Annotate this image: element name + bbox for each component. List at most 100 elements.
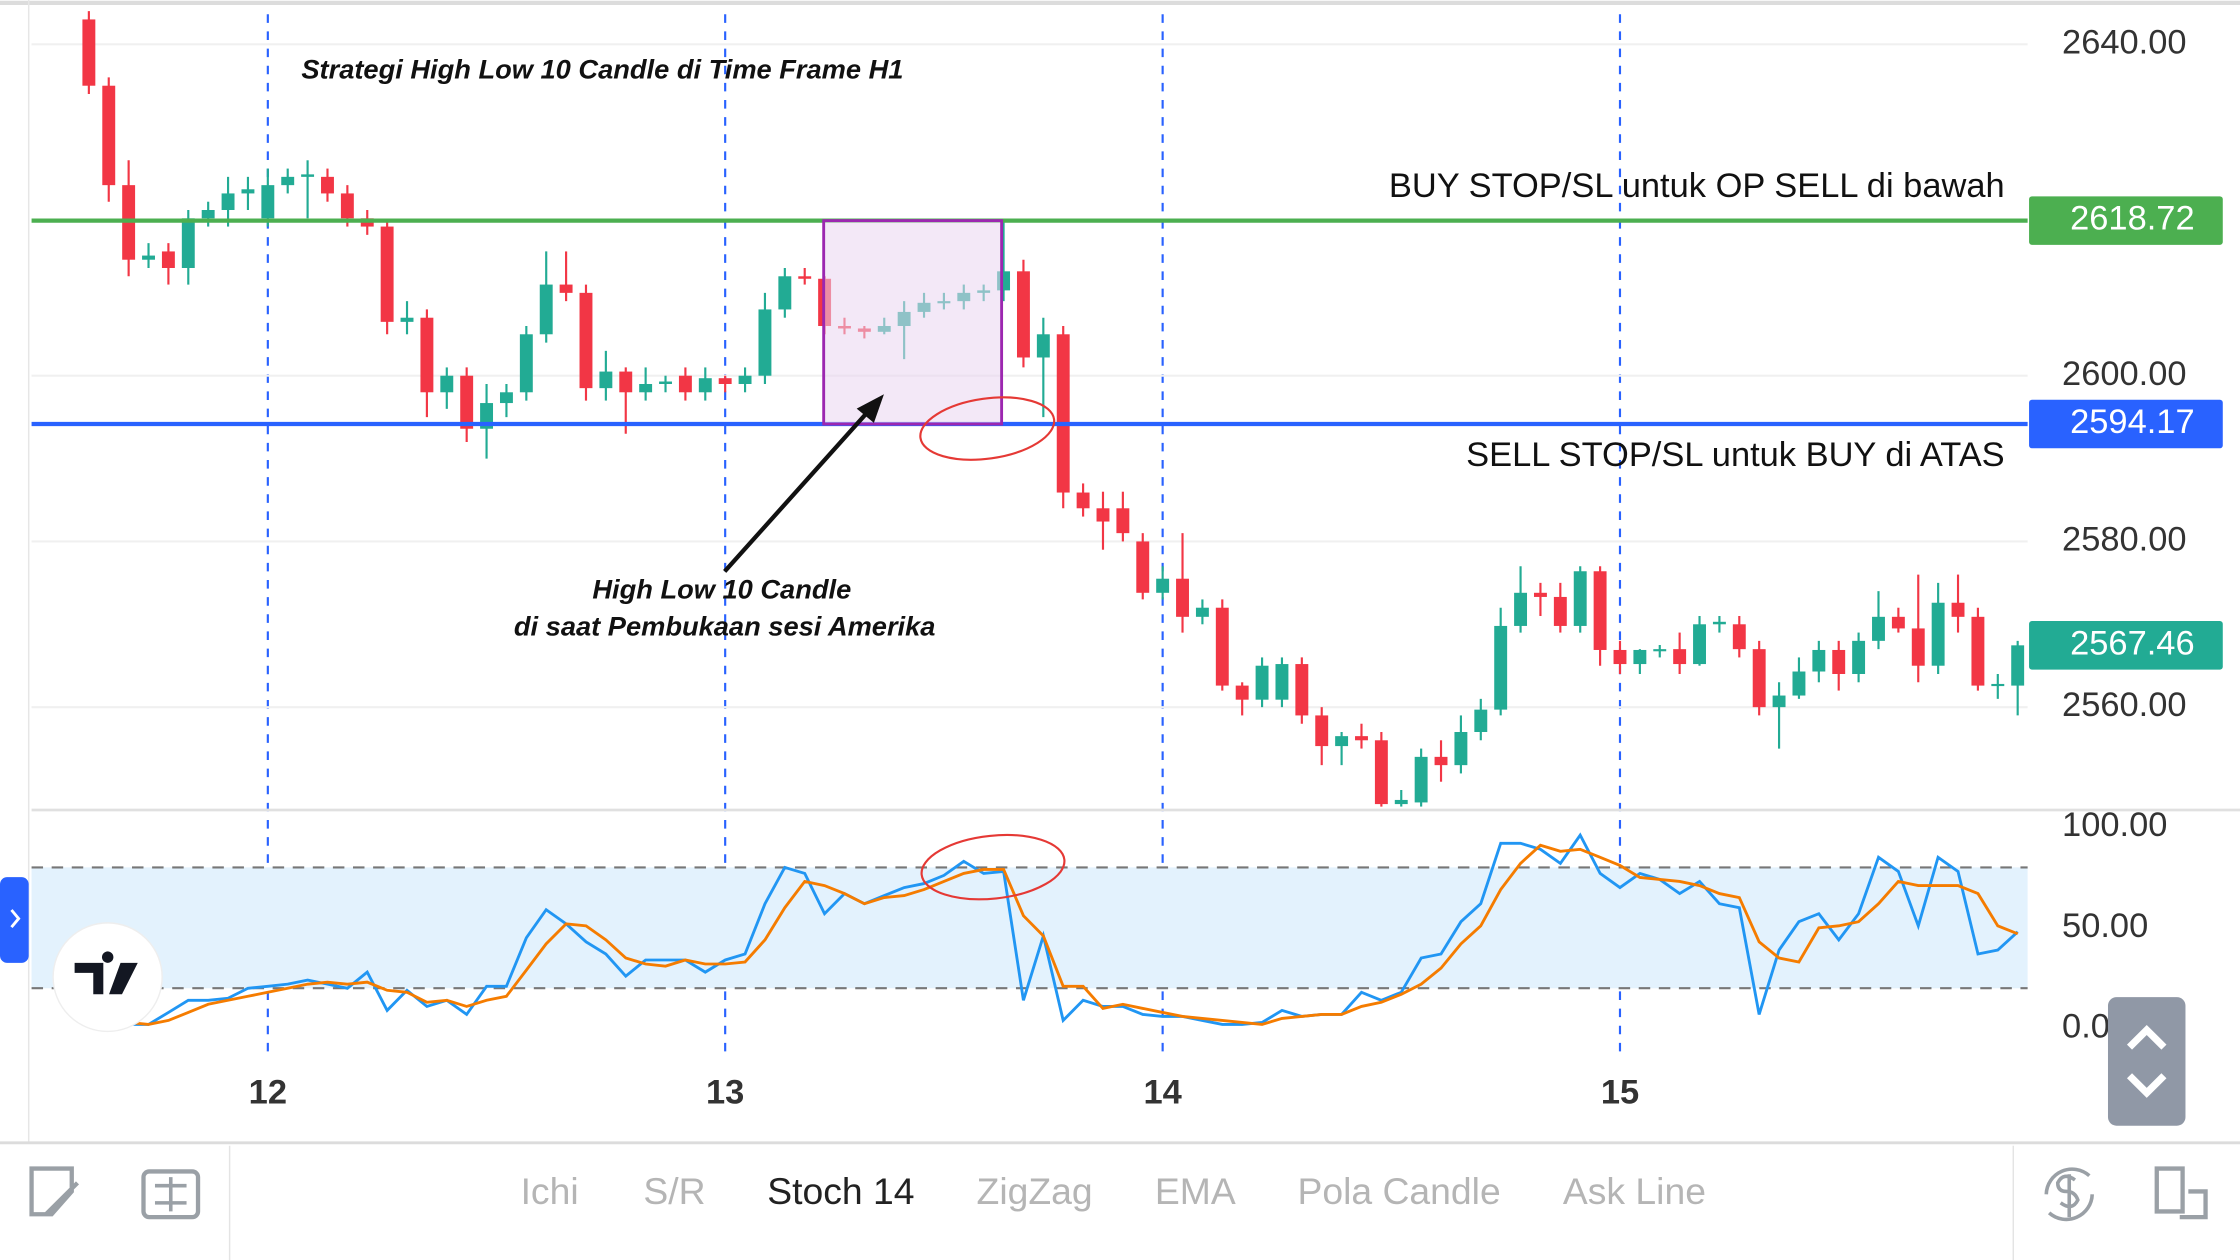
candle-body <box>1931 602 1945 666</box>
side-panel-tab[interactable] <box>0 877 29 963</box>
candle-body <box>778 276 792 310</box>
scale-scroll-button[interactable] <box>2107 997 2186 1126</box>
candle-body <box>1016 271 1030 358</box>
candle-body <box>1653 649 1667 652</box>
logo <box>52 922 163 1033</box>
toolbar-item[interactable]: ZigZag <box>977 1170 1093 1212</box>
candle-body <box>181 218 195 268</box>
candle-body <box>1573 571 1587 626</box>
price-tag-label: 2618.72 <box>2070 200 2194 238</box>
candle-body <box>1693 624 1706 665</box>
toolbar-item[interactable]: S/R <box>643 1170 705 1212</box>
x-tick-label: 14 <box>1143 1073 1181 1111</box>
highlight-ellipse <box>919 396 1056 461</box>
candle-body <box>1335 736 1349 747</box>
candle-body <box>1275 664 1289 700</box>
candle-body <box>440 375 454 393</box>
candle-body <box>1295 664 1309 716</box>
candle-body <box>758 309 772 376</box>
candle-body <box>1096 508 1110 522</box>
last-price-label: 2567.46 <box>2070 624 2194 662</box>
candle-body <box>1355 736 1368 741</box>
candle-body <box>1176 578 1189 617</box>
candle-body <box>678 375 692 393</box>
candle-body <box>1792 671 1806 696</box>
candle-body <box>1613 649 1627 665</box>
toolbar-item-active[interactable]: Stoch 14 <box>767 1170 914 1212</box>
y-tick-label: 2580.00 <box>2062 521 2186 559</box>
candle-body <box>1235 685 1249 700</box>
price-line-label: BUY STOP/SL untuk OP SELL di bawah <box>1389 167 2005 205</box>
candle-body <box>460 375 474 429</box>
candle-body <box>499 392 513 404</box>
candle-body <box>1673 649 1687 665</box>
candle-body <box>738 375 752 384</box>
candle-body <box>201 210 215 219</box>
toolbar-item[interactable]: Ichi <box>521 1170 579 1212</box>
x-tick-label: 13 <box>706 1073 744 1111</box>
candle-body <box>1911 628 1925 666</box>
candle-body <box>1394 799 1408 805</box>
candle-body <box>400 317 414 322</box>
toolbar-item[interactable]: EMA <box>1155 1170 1236 1212</box>
candle-body <box>1832 649 1846 674</box>
price-line-label: SELL STOP/SL untuk BUY di ATAS <box>1466 436 2005 474</box>
x-tick-label: 12 <box>249 1073 287 1111</box>
candle-body <box>1454 732 1468 766</box>
price-tag <box>2029 196 2223 245</box>
candle-body <box>420 317 434 393</box>
candle-body <box>1195 607 1209 617</box>
y-tick-label: 2600.00 <box>2062 355 2186 393</box>
toolbar-item[interactable]: Pola Candle <box>1297 1170 1500 1212</box>
candle-body <box>2011 645 2025 686</box>
candle-body <box>1514 592 1528 626</box>
candle-body <box>718 378 732 384</box>
candle-body <box>142 255 155 260</box>
y-tick-label: 2560.00 <box>2062 686 2186 724</box>
price-tag <box>2029 399 2223 449</box>
candle-body <box>798 276 812 279</box>
y-tick-label: 100.00 <box>2062 806 2167 844</box>
candle-body <box>1215 607 1229 686</box>
candle-body <box>639 383 653 393</box>
last-price-tag <box>2029 621 2223 670</box>
indicator-icon[interactable] <box>141 1169 201 1220</box>
candle-body <box>1593 571 1607 650</box>
candle-body <box>1732 624 1746 650</box>
y-tick-label: 50.00 <box>2062 907 2148 945</box>
candle-body <box>281 176 295 186</box>
layout-icon[interactable] <box>2154 1166 2208 1220</box>
candle-body <box>1872 616 1885 641</box>
stoch-line <box>88 843 2019 1026</box>
candle-body <box>1434 756 1448 766</box>
candle-body <box>82 19 96 86</box>
candle-body <box>1852 640 1866 674</box>
annotation-text: High Low 10 Candle <box>592 574 851 605</box>
candle-body <box>102 85 116 186</box>
candle-body <box>1971 616 1985 686</box>
candle-body <box>1076 492 1090 509</box>
draw-tool-icon[interactable] <box>29 1166 80 1217</box>
candle-body <box>1116 508 1130 534</box>
candle-body <box>1752 649 1766 708</box>
candle-body <box>1633 649 1647 665</box>
x-tick-label: 15 <box>1601 1073 1639 1111</box>
candle-body <box>1414 756 1428 803</box>
candle-body <box>659 381 672 384</box>
candle-body <box>519 334 533 393</box>
candle-body <box>1991 683 2005 687</box>
candle-body <box>1036 334 1050 358</box>
candle-body <box>161 251 175 268</box>
toolbar-item[interactable]: Ask Line <box>1563 1170 1706 1212</box>
candle-body <box>579 292 593 389</box>
candle-body <box>1315 715 1329 747</box>
candle-body <box>301 174 315 177</box>
candle-body <box>619 371 633 393</box>
annotation-title: Strategi High Low 10 Candle di Time Fram… <box>301 54 903 85</box>
tab-chevron <box>10 909 21 929</box>
sync-icon[interactable] <box>2044 1167 2094 1222</box>
candle-body <box>698 378 712 393</box>
candle-body <box>1136 541 1150 593</box>
